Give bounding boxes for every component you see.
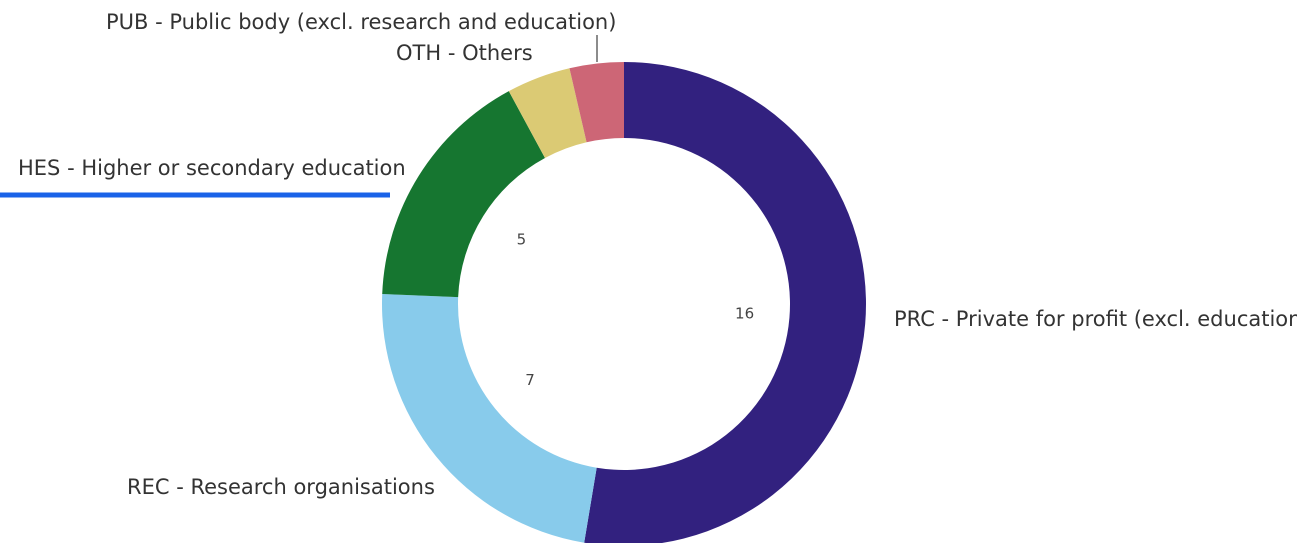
- donut-slice-oth[interactable]: [569, 62, 624, 143]
- slice-label-pub: PUB - Public body (excl. research and ed…: [106, 10, 616, 34]
- donut-slices: [381, 62, 866, 543]
- slice-label-prc: PRC - Private for profit (excl. educatio…: [894, 307, 1297, 331]
- slice-label-rec: REC - Research organisations: [127, 475, 435, 499]
- value-label-hes: 5: [517, 230, 527, 248]
- value-label-rec: 7: [525, 371, 535, 389]
- donut-slice-hes[interactable]: [382, 91, 545, 298]
- donut-slice-pub[interactable]: [508, 68, 587, 159]
- donut-slice-rec[interactable]: [381, 293, 597, 543]
- donut-slice-prc[interactable]: [584, 62, 866, 543]
- slice-label-oth: OTH - Others: [396, 41, 533, 65]
- slice-label-hes: HES - Higher or secondary education: [18, 156, 406, 180]
- value-label-prc: 16: [735, 304, 754, 322]
